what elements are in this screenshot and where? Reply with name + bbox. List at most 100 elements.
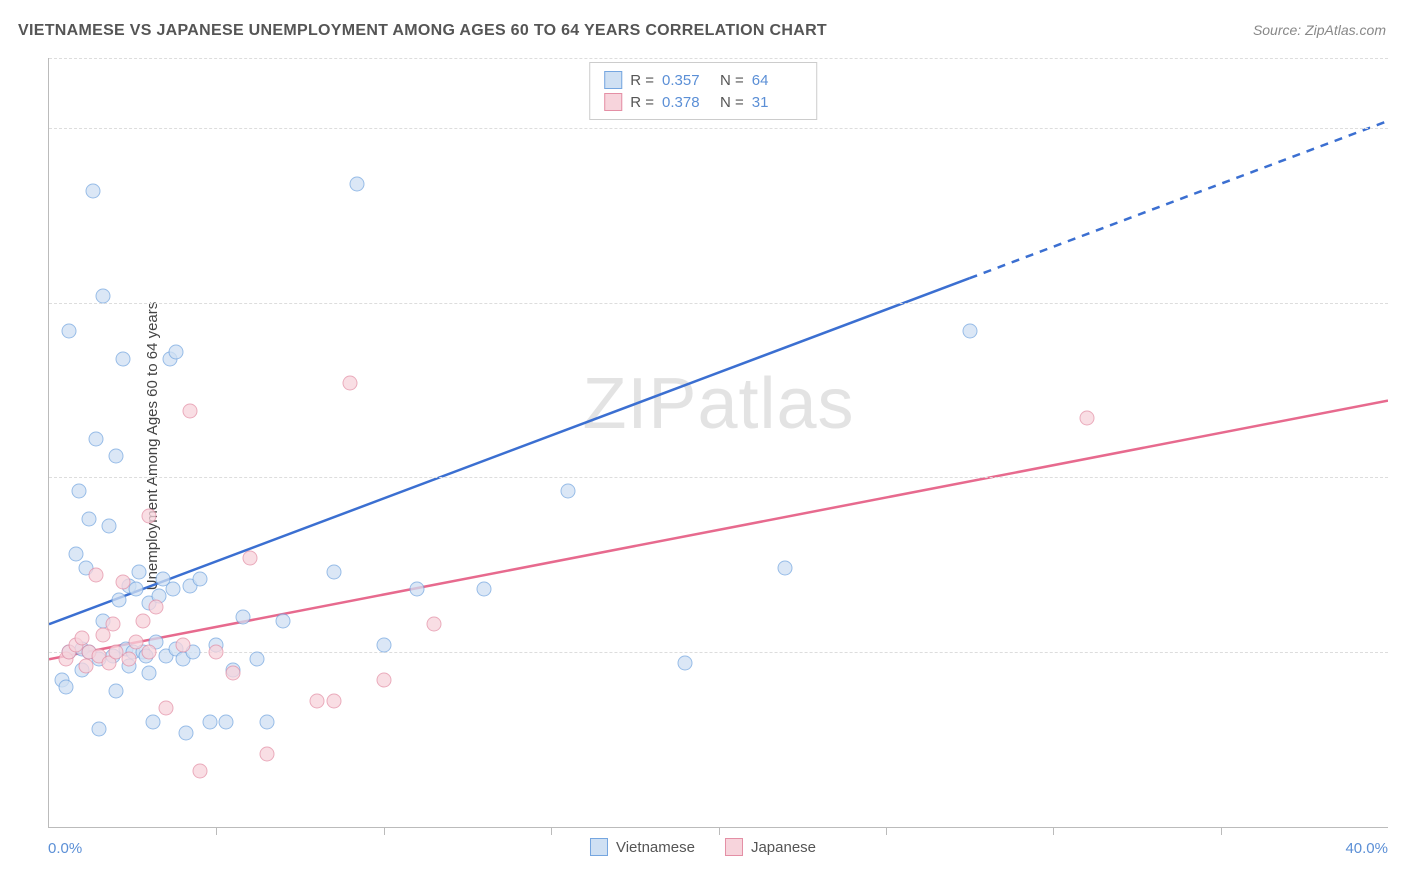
plot-area: ZIPatlas 5.0%10.0%15.0%20.0% xyxy=(48,58,1388,828)
r-label: R = xyxy=(630,94,654,111)
r-value-japanese: 0.378 xyxy=(662,94,712,111)
r-value-vietnamese: 0.357 xyxy=(662,72,712,89)
data-point-vietnamese xyxy=(102,519,117,534)
data-point-vietnamese xyxy=(678,655,693,670)
data-point-japanese xyxy=(426,617,441,632)
data-point-vietnamese xyxy=(72,484,87,499)
data-point-vietnamese xyxy=(145,715,160,730)
watermark-bold: ZIP xyxy=(582,364,697,444)
data-point-vietnamese xyxy=(560,484,575,499)
data-point-japanese xyxy=(105,617,120,632)
data-point-japanese xyxy=(88,568,103,583)
legend-label-japanese: Japanese xyxy=(751,839,816,856)
source-attribution: Source: ZipAtlas.com xyxy=(1253,22,1386,38)
data-point-vietnamese xyxy=(376,638,391,653)
n-label: N = xyxy=(720,72,744,89)
data-point-japanese xyxy=(242,550,257,565)
x-tick xyxy=(384,827,385,835)
data-point-vietnamese xyxy=(85,183,100,198)
data-point-vietnamese xyxy=(165,582,180,597)
data-point-vietnamese xyxy=(962,323,977,338)
correlation-legend: R = 0.357 N = 64 R = 0.378 N = 31 xyxy=(589,62,817,120)
data-point-vietnamese xyxy=(88,432,103,447)
swatch-japanese xyxy=(604,93,622,111)
legend-item-japanese: Japanese xyxy=(725,838,816,856)
swatch-vietnamese xyxy=(604,71,622,89)
data-point-vietnamese xyxy=(62,323,77,338)
data-point-vietnamese xyxy=(169,344,184,359)
data-point-vietnamese xyxy=(349,176,364,191)
data-point-vietnamese xyxy=(132,564,147,579)
data-point-vietnamese xyxy=(108,449,123,464)
legend-row-japanese: R = 0.378 N = 31 xyxy=(604,91,802,113)
data-point-japanese xyxy=(175,638,190,653)
data-point-japanese xyxy=(209,645,224,660)
data-point-vietnamese xyxy=(115,351,130,366)
data-point-vietnamese xyxy=(192,571,207,586)
x-tick xyxy=(1221,827,1222,835)
x-tick xyxy=(216,827,217,835)
data-point-vietnamese xyxy=(129,582,144,597)
gridline xyxy=(49,58,1388,59)
data-point-vietnamese xyxy=(179,725,194,740)
x-axis-start-label: 0.0% xyxy=(48,840,82,857)
gridline xyxy=(49,303,1388,304)
data-point-vietnamese xyxy=(326,564,341,579)
data-point-japanese xyxy=(115,575,130,590)
data-point-japanese xyxy=(78,659,93,674)
data-point-japanese xyxy=(309,694,324,709)
r-label: R = xyxy=(630,72,654,89)
x-tick xyxy=(1053,827,1054,835)
data-point-japanese xyxy=(135,613,150,628)
swatch-japanese xyxy=(725,838,743,856)
x-axis-end-label: 40.0% xyxy=(1345,840,1388,857)
data-point-japanese xyxy=(159,701,174,716)
swatch-vietnamese xyxy=(590,838,608,856)
legend-item-vietnamese: Vietnamese xyxy=(590,838,695,856)
data-point-japanese xyxy=(129,634,144,649)
gridline xyxy=(49,477,1388,478)
trend-line-extrapolated-vietnamese xyxy=(970,121,1388,278)
data-point-vietnamese xyxy=(92,722,107,737)
data-point-japanese xyxy=(182,404,197,419)
data-point-japanese xyxy=(122,652,137,667)
data-point-vietnamese xyxy=(276,613,291,628)
data-point-japanese xyxy=(376,673,391,688)
chart-container: VIETNAMESE VS JAPANESE UNEMPLOYMENT AMON… xyxy=(0,0,1406,892)
gridline xyxy=(49,652,1388,653)
data-point-vietnamese xyxy=(112,592,127,607)
data-point-japanese xyxy=(192,764,207,779)
data-point-japanese xyxy=(343,376,358,391)
chart-title: VIETNAMESE VS JAPANESE UNEMPLOYMENT AMON… xyxy=(18,22,827,40)
data-point-vietnamese xyxy=(82,512,97,527)
n-label: N = xyxy=(720,94,744,111)
data-point-vietnamese xyxy=(95,288,110,303)
data-point-vietnamese xyxy=(259,715,274,730)
x-tick xyxy=(719,827,720,835)
data-point-vietnamese xyxy=(58,680,73,695)
x-tick xyxy=(551,827,552,835)
x-tick xyxy=(886,827,887,835)
data-point-vietnamese xyxy=(477,582,492,597)
data-point-japanese xyxy=(1079,411,1094,426)
data-point-vietnamese xyxy=(778,561,793,576)
gridline xyxy=(49,128,1388,129)
trend-line-vietnamese xyxy=(49,278,970,624)
data-point-japanese xyxy=(149,599,164,614)
legend-row-vietnamese: R = 0.357 N = 64 xyxy=(604,69,802,91)
trend-lines-layer xyxy=(49,58,1388,827)
data-point-japanese xyxy=(142,645,157,660)
data-point-japanese xyxy=(142,508,157,523)
data-point-vietnamese xyxy=(219,715,234,730)
watermark: ZIPatlas xyxy=(582,363,854,445)
data-point-vietnamese xyxy=(108,683,123,698)
n-value-vietnamese: 64 xyxy=(752,72,802,89)
data-point-japanese xyxy=(326,694,341,709)
data-point-vietnamese xyxy=(249,652,264,667)
watermark-thin: atlas xyxy=(697,364,854,444)
data-point-vietnamese xyxy=(202,715,217,730)
data-point-japanese xyxy=(226,666,241,681)
legend-label-vietnamese: Vietnamese xyxy=(616,839,695,856)
data-point-vietnamese xyxy=(410,582,425,597)
n-value-japanese: 31 xyxy=(752,94,802,111)
